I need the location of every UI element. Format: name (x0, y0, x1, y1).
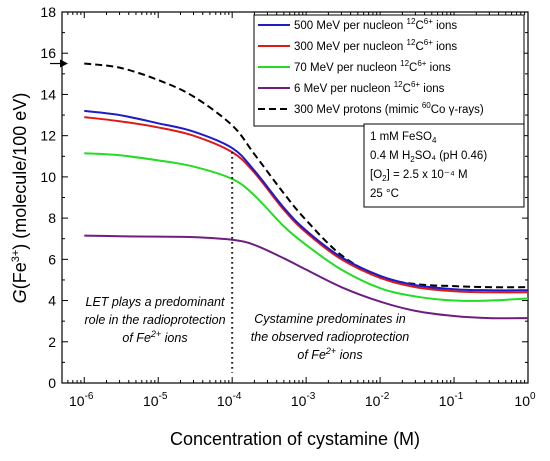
arrow-marker-head (60, 59, 68, 68)
legend: 500 MeV per nucleon 12C6+ ions 300 MeV pe… (253, 14, 525, 127)
legend-label-5: 300 MeV protons (mimic 60Co γ-rays) (294, 101, 484, 116)
y-tick-label: 8 (48, 210, 56, 226)
annotation-left-line-2: role in the radioprotection (84, 313, 225, 327)
annotation-left-line-3: of Fe2+ ions (122, 329, 187, 345)
y-axis-title: G(Fe3+) (molecule/100 eV) (10, 93, 30, 304)
y-tick-label: 16 (40, 45, 56, 61)
x-tick-label: 10-4 (217, 391, 242, 409)
conditions-frame (363, 123, 525, 208)
y-tick-label: 4 (48, 293, 56, 309)
condition-line-4: 25 °C (370, 188, 399, 200)
annotation-left-line-1: LET plays a predominant (86, 295, 225, 309)
legend-label-2: 300 MeV per nucleon 12C6+ ions (294, 38, 457, 53)
y-tick-label: 18 (40, 4, 56, 20)
legend-box (253, 14, 525, 127)
series-line-1 (84, 109, 529, 292)
annotations: LET plays a predominant role in the radio… (84, 295, 409, 362)
conditions-box: 1 mM FeSO4 0.4 M H2SO₄ (pH 0.46) [O2] = 2.… (363, 123, 525, 208)
x-tick-label: 100 (514, 391, 536, 409)
x-axis-title: Concentration of cystamine (M) (170, 429, 420, 449)
y-tick-label: 14 (40, 86, 56, 102)
condition-line-3: [O2] = 2.5 x 10⁻⁴ M (370, 169, 468, 183)
y-tick-label: 12 (40, 128, 56, 144)
annotation-right-line-1: Cystamine predominates in (254, 312, 406, 326)
series-line-4 (84, 234, 529, 320)
y-tick-label: 10 (40, 169, 56, 185)
x-tick-label: 10-2 (365, 391, 390, 409)
data-curves (84, 62, 529, 320)
series-line-5 (84, 62, 529, 289)
y-tick-label: 2 (48, 334, 56, 350)
x-tick-label: 10-6 (69, 391, 94, 409)
x-tick-label: 10-3 (291, 391, 316, 409)
series-line-3 (84, 152, 529, 302)
legend-label-4: 6 MeV per nucleon 12C6+ ions (294, 80, 445, 95)
plot-annotations-marks (50, 59, 234, 373)
condition-line-2: 0.4 M H2SO₄ (pH 0.46) (370, 150, 487, 164)
annotation-right-line-3: of Fe2+ ions (297, 346, 362, 362)
condition-line-1: 1 mM FeSO4 (370, 131, 437, 145)
legend-label-1: 500 MeV per nucleon 12C6+ ions (294, 17, 457, 32)
axis-ticks: 0 2 4 6 8 10 12 14 16 18 10-6 10-5 10-4 10-3 10-2 10-1 1… (40, 4, 536, 409)
series-line-2 (84, 116, 529, 294)
annotation-right-line-2: the observed radioprotection (251, 330, 409, 344)
x-tick-label: 10-1 (439, 391, 464, 409)
x-tick-label: 10-5 (143, 391, 168, 409)
y-tick-label: 0 (48, 375, 56, 391)
legend-label-3: 70 MeV per nucleon 12C6+ ions (294, 59, 451, 74)
y-tick-label: 6 (48, 251, 56, 267)
